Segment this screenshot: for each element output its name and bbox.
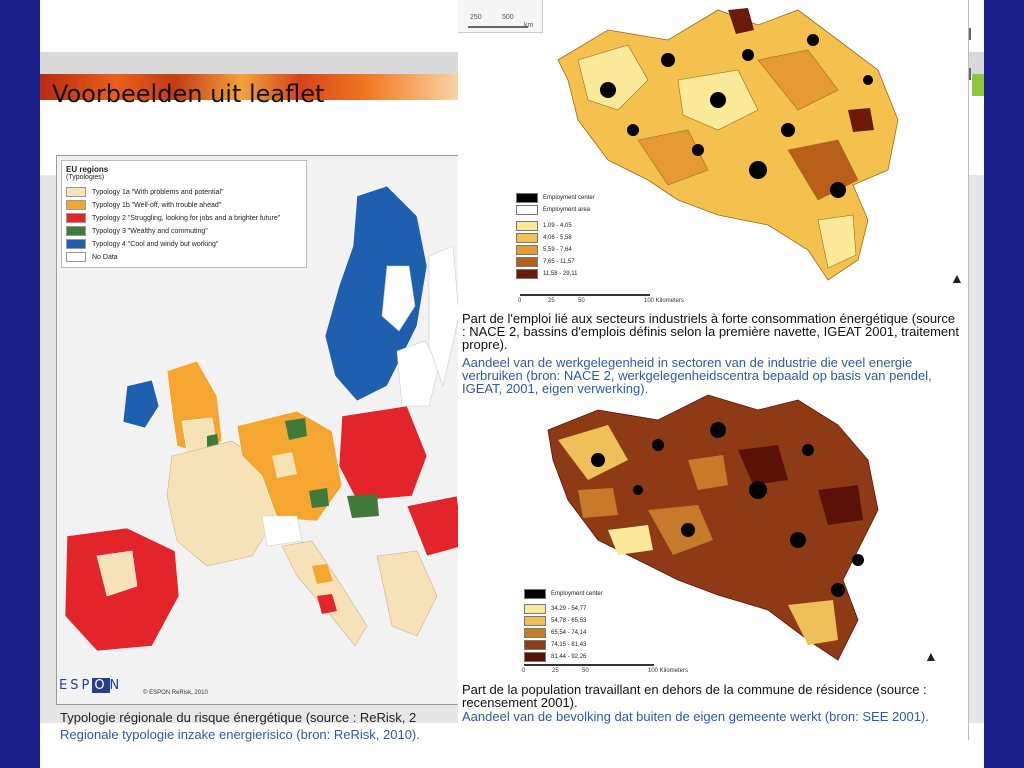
legend-label: Typology 4 "Cool and windy but working" [92, 240, 219, 248]
legend-swatch [524, 652, 546, 662]
belgium-commuting-map [547, 394, 879, 661]
legend-item: Typology 3 "Wealthy and commuting" [66, 226, 208, 236]
legend-swatch [524, 640, 546, 650]
europe-caption-fr: Typologie régionale du risque énergétiqu… [60, 710, 417, 725]
legend-item: Typology 2 "Struggling, looking for jobs… [66, 213, 280, 223]
legend-item: 65,54 - 74,14 [524, 627, 603, 639]
accent-tab [972, 74, 984, 96]
slide: Voorbeelden uit leaflet [40, 0, 984, 768]
legend-label: Typology 2 "Struggling, looking for jobs… [92, 214, 281, 222]
legend-item: Employment area [516, 204, 595, 216]
north-arrow-icon: ▲ [950, 270, 964, 286]
slide-title: Voorbeelden uit leaflet [52, 80, 325, 108]
legend-item: 11,58 - 29,11 [516, 268, 595, 280]
legend-swatch [66, 200, 86, 210]
legend-label: 74,15 - 81,43 [551, 642, 587, 648]
scale-tick: 0 [522, 668, 526, 674]
legend-swatch [66, 187, 86, 197]
legend-item: 81,44 - 92,26 [524, 651, 603, 663]
belgium-top-caption-nl: Aandeel van de werkgelegenheid in sector… [462, 355, 932, 396]
legend-title: EU regions [66, 165, 109, 174]
legend-item: Employment center [516, 192, 595, 204]
europe-caption-nl: Regionale typologie inzake energierisico… [60, 727, 420, 742]
divider [968, 0, 969, 740]
espon-logo: ESP O N [59, 678, 123, 693]
scale-tick: 100 Kilometers [648, 668, 689, 674]
legend-item: Employment center [524, 588, 603, 600]
legend-subtitle: (Typologies) [66, 174, 105, 181]
map-legend: EU regions (Typologies) Typology 1a "Wit… [61, 160, 307, 268]
legend-item: No Data [66, 252, 118, 262]
scale-tick: 25 [552, 668, 559, 674]
scale-tick: 50 [582, 668, 589, 674]
belgium-maps-panel: 250 500 km Empl [458, 0, 968, 740]
legend-label: Typology 1b "Well-off, with trouble ahea… [92, 201, 222, 209]
legend-item: 74,15 - 81,43 [524, 639, 603, 651]
legend-swatch [516, 221, 538, 231]
belgium-top-legend: Employment center Employment area 1,09 -… [516, 192, 595, 280]
legend-label: 11,58 - 29,11 [543, 271, 578, 277]
legend-swatch [66, 239, 86, 249]
legend-label: Employment area [543, 207, 591, 213]
legend-swatch [516, 193, 538, 203]
legend-label: Employment center [543, 195, 595, 201]
scale-tick: 25 [548, 298, 555, 304]
legend-item: 34,29 - 54,77 [524, 603, 603, 615]
legend-swatch [516, 245, 538, 255]
scale-label: 250 [470, 14, 482, 21]
belgium-bottom-caption-nl: Aandeel van de bevolking dat buiten de e… [462, 709, 929, 724]
legend-label: 1,09 - 4,05 [543, 223, 572, 229]
belgium-industry-employment-map [557, 8, 899, 281]
scale-tick: 0 [518, 298, 522, 304]
legend-swatch [524, 616, 546, 626]
legend-label: 65,54 - 74,14 [551, 630, 587, 636]
legend-label: 5,59 - 7,64 [543, 247, 572, 253]
legend-label: No Data [92, 253, 118, 261]
legend-swatch [66, 226, 86, 236]
belgium-bottom-legend: Employment center 34,29 - 54,77 54,78 - … [524, 588, 603, 663]
europe-typology-map: EU regions (Typologies) Typology 1a "Wit… [56, 155, 464, 705]
legend-swatch [66, 213, 86, 223]
scale-tick: 50 [578, 298, 585, 304]
legend-label: 4,06 - 5,58 [543, 235, 572, 241]
legend-item: 4,06 - 5,58 [516, 232, 595, 244]
legend-item: 5,59 - 7,64 [516, 244, 595, 256]
belgium-bottom-caption-fr: Part de la population travaillant en deh… [462, 682, 927, 710]
legend-label: Employment center [551, 591, 603, 597]
north-arrow-icon: ▲ [924, 648, 938, 664]
legend-item: 1,09 - 4,05 [516, 220, 595, 232]
scale-label: km [524, 22, 534, 29]
belgium-top-caption-fr: Part de l'emploi lié aux secteurs indust… [462, 311, 959, 352]
legend-swatch [524, 628, 546, 638]
legend-label: Typology 3 "Wealthy and commuting" [92, 227, 208, 235]
legend-swatch [516, 257, 538, 267]
legend-swatch [516, 205, 538, 215]
legend-swatch [516, 269, 538, 279]
legend-swatch [524, 604, 546, 614]
scale-label: 500 [502, 14, 514, 21]
legend-label: 54,78 - 65,53 [551, 618, 587, 624]
legend-item: 7,65 - 11,57 [516, 256, 595, 268]
slide-margin-marks [964, 0, 976, 80]
legend-swatch [66, 252, 86, 262]
legend-item: Typology 4 "Cool and windy but working" [66, 239, 218, 249]
legend-label: 81,44 - 92,26 [551, 654, 587, 660]
scale-bar-fragment: 250 500 km [458, 0, 543, 33]
legend-item: Typology 1a "With problems and potential… [66, 187, 223, 197]
legend-item: 54,78 - 65,53 [524, 615, 603, 627]
legend-item: Typology 1b "Well-off, with trouble ahea… [66, 200, 221, 210]
decorative-flame-strip [40, 74, 460, 100]
legend-label: 34,29 - 54,77 [551, 606, 587, 612]
legend-swatch [524, 589, 546, 599]
legend-label: 7,65 - 11,57 [543, 259, 575, 265]
map-credit: © ESPON ReRisk, 2010 [143, 690, 208, 696]
scale-tick: 100 Kilometers [644, 298, 685, 304]
legend-swatch [516, 233, 538, 243]
legend-label: Typology 1a "With problems and potential… [92, 188, 224, 196]
